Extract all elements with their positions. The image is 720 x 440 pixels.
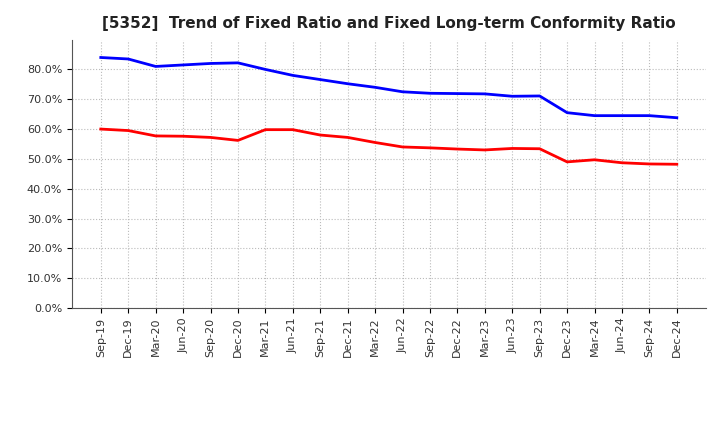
Fixed Ratio (508, 94, 516, 99)
Fixed Long-term Conformity Ratio (453, 147, 462, 152)
Fixed Ratio (233, 60, 242, 66)
Fixed Ratio (151, 64, 160, 69)
Fixed Ratio (398, 89, 407, 95)
Fixed Ratio (536, 93, 544, 99)
Fixed Long-term Conformity Ratio (398, 144, 407, 150)
Fixed Ratio (96, 55, 105, 60)
Fixed Long-term Conformity Ratio (371, 140, 379, 145)
Fixed Ratio (618, 113, 626, 118)
Fixed Long-term Conformity Ratio (151, 133, 160, 139)
Title: [5352]  Trend of Fixed Ratio and Fixed Long-term Conformity Ratio: [5352] Trend of Fixed Ratio and Fixed Lo… (102, 16, 675, 32)
Line: Fixed Long-term Conformity Ratio: Fixed Long-term Conformity Ratio (101, 129, 677, 164)
Fixed Ratio (343, 81, 352, 86)
Fixed Long-term Conformity Ratio (426, 145, 434, 150)
Fixed Long-term Conformity Ratio (508, 146, 516, 151)
Fixed Ratio (124, 56, 132, 62)
Fixed Long-term Conformity Ratio (316, 132, 325, 138)
Fixed Long-term Conformity Ratio (343, 135, 352, 140)
Fixed Ratio (289, 73, 297, 78)
Fixed Long-term Conformity Ratio (618, 160, 626, 165)
Fixed Ratio (261, 67, 270, 72)
Fixed Long-term Conformity Ratio (563, 159, 572, 165)
Fixed Ratio (179, 62, 187, 68)
Fixed Ratio (645, 113, 654, 118)
Line: Fixed Ratio: Fixed Ratio (101, 58, 677, 118)
Fixed Long-term Conformity Ratio (289, 127, 297, 132)
Fixed Long-term Conformity Ratio (480, 147, 489, 153)
Fixed Ratio (563, 110, 572, 115)
Fixed Ratio (426, 91, 434, 96)
Fixed Ratio (371, 84, 379, 90)
Fixed Ratio (480, 91, 489, 96)
Fixed Ratio (453, 91, 462, 96)
Fixed Ratio (590, 113, 599, 118)
Fixed Long-term Conformity Ratio (124, 128, 132, 133)
Fixed Long-term Conformity Ratio (261, 127, 270, 132)
Fixed Ratio (206, 61, 215, 66)
Fixed Long-term Conformity Ratio (96, 126, 105, 132)
Fixed Ratio (672, 115, 681, 121)
Fixed Long-term Conformity Ratio (179, 134, 187, 139)
Fixed Long-term Conformity Ratio (536, 146, 544, 151)
Fixed Long-term Conformity Ratio (672, 161, 681, 167)
Fixed Long-term Conformity Ratio (233, 138, 242, 143)
Fixed Long-term Conformity Ratio (645, 161, 654, 167)
Fixed Long-term Conformity Ratio (590, 157, 599, 162)
Fixed Ratio (316, 77, 325, 82)
Fixed Long-term Conformity Ratio (206, 135, 215, 140)
